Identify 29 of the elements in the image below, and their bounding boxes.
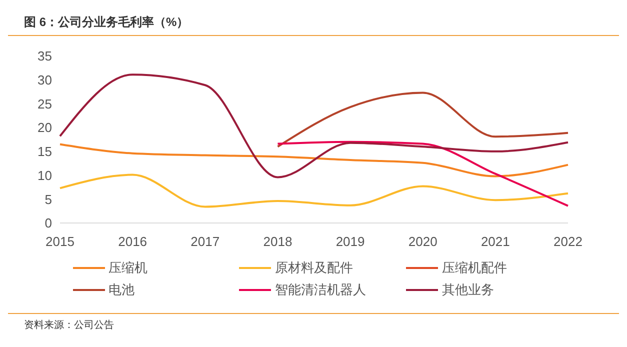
x-tick-label: 2015 — [46, 234, 74, 250]
legend-label: 电池 — [108, 281, 134, 299]
text: 资料来源：公司公告 — [24, 318, 115, 332]
x-tick-label: 2022 — [554, 234, 582, 250]
legend-label: 压缩机配件 — [442, 259, 507, 277]
y-tick-label: 20 — [38, 120, 52, 136]
legend-label: 原材料及配件 — [275, 259, 354, 277]
y-tick-label: 0 — [44, 216, 52, 231]
line-series — [276, 140, 569, 207]
line-series — [59, 74, 569, 178]
legend-label: 压缩机 — [108, 259, 148, 277]
y-tick-label: 30 — [38, 72, 52, 88]
y-tick-label: 25 — [38, 96, 52, 112]
x-tick-label: 2021 — [480, 234, 510, 250]
x-tick-label: 2020 — [408, 234, 438, 250]
x-tick-label: 2016 — [118, 234, 148, 250]
line-series — [276, 92, 569, 148]
line-series — [59, 174, 569, 208]
y-tick-label: 10 — [38, 168, 52, 183]
chart-title: 图 6：公司分业务毛利率（%） — [8, 8, 619, 36]
x-tick-label: 2019 — [336, 234, 365, 250]
x-tick-label: 2018 — [263, 234, 292, 250]
legend-label: 智能清洁机器人 — [275, 281, 366, 299]
y-tick-label: 15 — [38, 144, 52, 160]
y-tick-label: 35 — [38, 48, 52, 64]
legend-label: 其他业务 — [442, 281, 494, 299]
y-tick-label: 5 — [44, 192, 52, 207]
x-tick-label: 2017 — [190, 234, 220, 250]
line-series — [59, 143, 569, 178]
